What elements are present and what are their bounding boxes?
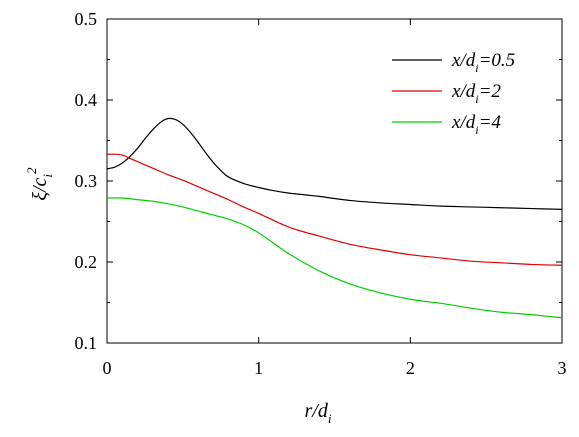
y-axis-label: ξ/ci2 bbox=[24, 167, 55, 201]
series-x-di-4-line bbox=[106, 197, 563, 319]
legend-label-pre: x/d bbox=[451, 50, 476, 71]
legend-entry-x-di-0.5: x/di=0.5 bbox=[392, 50, 515, 75]
series-x-di-0.5-line bbox=[106, 117, 563, 210]
y-tick-label: 0.1 bbox=[75, 333, 98, 353]
legend-label-sub: i bbox=[475, 123, 478, 137]
legend-entry-x-di-4: x/di=4 bbox=[392, 112, 501, 137]
legend-entry-x-di-2: x/di=2 bbox=[392, 81, 501, 106]
series-layer bbox=[106, 117, 563, 319]
axis-ticks bbox=[106, 18, 563, 344]
legend-label-pre: x/d bbox=[451, 81, 476, 102]
x-axis-label-base: r/d bbox=[305, 400, 329, 422]
legend-label: x/di=4 bbox=[451, 112, 501, 137]
x-axis-label-subscript: i bbox=[328, 411, 332, 426]
legend-label: x/di=2 bbox=[451, 81, 501, 106]
legend-label-post: =0.5 bbox=[479, 50, 516, 71]
legend-label-pre: x/d bbox=[451, 112, 476, 133]
legend-label-sub: i bbox=[475, 61, 478, 75]
series-x-di-2-line bbox=[106, 153, 563, 266]
y-tick-label: 0.5 bbox=[75, 9, 98, 29]
legend-label-post: =4 bbox=[479, 112, 502, 133]
y-axis-label-superscript: 2 bbox=[24, 167, 39, 174]
legend-label-post: =2 bbox=[479, 81, 502, 102]
axis-tick-labels: 0 1 2 3 0.1 0.2 0.3 0.4 0.5 bbox=[75, 9, 567, 378]
legend: x/di=0.5x/di=2x/di=4 bbox=[392, 50, 515, 137]
x-tick-label: 2 bbox=[406, 358, 415, 378]
y-axis-label-base: ξ/c bbox=[29, 177, 51, 200]
y-tick-label: 0.4 bbox=[75, 90, 98, 110]
y-tick-label: 0.3 bbox=[75, 171, 98, 191]
x-tick-label: 0 bbox=[103, 358, 112, 378]
x-tick-label: 1 bbox=[254, 358, 263, 378]
y-tick-label: 0.2 bbox=[75, 252, 98, 272]
x-tick-label: 3 bbox=[558, 358, 567, 378]
x-axis-label: r/di bbox=[305, 400, 332, 426]
legend-label: x/di=0.5 bbox=[451, 50, 515, 75]
y-axis-label-subscript: i bbox=[40, 174, 55, 178]
legend-label-sub: i bbox=[475, 92, 478, 106]
